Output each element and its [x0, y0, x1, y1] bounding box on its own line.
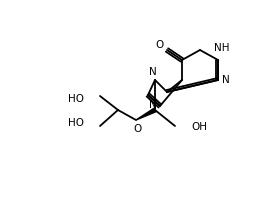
Text: OH: OH [191, 122, 207, 132]
Text: N: N [222, 75, 230, 85]
Text: N: N [149, 100, 157, 110]
Polygon shape [136, 108, 156, 120]
Text: N: N [149, 67, 157, 77]
Text: HO: HO [68, 118, 84, 128]
Text: NH: NH [214, 43, 230, 53]
Text: O: O [155, 40, 163, 50]
Text: HO: HO [68, 94, 84, 104]
Text: O: O [133, 124, 141, 134]
